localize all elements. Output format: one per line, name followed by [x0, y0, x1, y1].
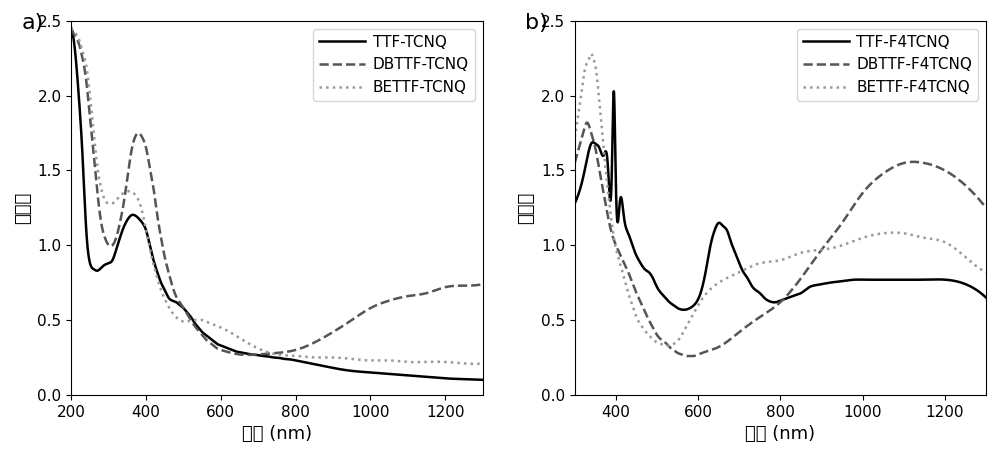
DBTTF-F4TCNQ: [769, 304, 781, 309]
DBTTF-TCNQ: [389, 296, 401, 302]
TTF-F4TCNQ: [758, 295, 770, 301]
BETTF-F4TCNQ: [893, 230, 905, 235]
TTF-TCNQ: [464, 377, 476, 382]
TTF-F4TCNQ: [969, 286, 981, 292]
DBTTF-TCNQ: [86, 138, 98, 144]
X-axis label: 波长 (nm): 波长 (nm): [242, 425, 312, 443]
BETTF-F4TCNQ: [590, 67, 602, 72]
TTF-TCNQ: [465, 377, 477, 382]
TTF-TCNQ: [86, 266, 98, 271]
BETTF-TCNQ: [389, 358, 401, 364]
BETTF-F4TCNQ: [969, 262, 981, 267]
TTF-TCNQ: [254, 353, 266, 358]
Legend: TTF-TCNQ, DBTTF-TCNQ, BETTF-TCNQ: TTF-TCNQ, DBTTF-TCNQ, BETTF-TCNQ: [313, 29, 475, 101]
TTF-F4TCNQ: [980, 295, 992, 300]
DBTTF-TCNQ: [465, 283, 477, 288]
TTF-F4TCNQ: [893, 277, 905, 282]
Y-axis label: 吸光度: 吸光度: [517, 192, 535, 224]
Line: BETTF-F4TCNQ: BETTF-F4TCNQ: [575, 54, 986, 345]
TTF-TCNQ: [65, 26, 77, 31]
TTF-F4TCNQ: [678, 307, 690, 313]
Y-axis label: 吸光度: 吸光度: [14, 192, 32, 224]
DBTTF-F4TCNQ: [969, 191, 981, 197]
BETTF-TCNQ: [464, 361, 476, 367]
TTF-F4TCNQ: [569, 201, 581, 206]
DBTTF-F4TCNQ: [968, 191, 980, 197]
DBTTF-F4TCNQ: [681, 353, 693, 359]
Line: TTF-F4TCNQ: TTF-F4TCNQ: [575, 91, 986, 310]
TTF-TCNQ: [477, 377, 489, 383]
BETTF-F4TCNQ: [758, 260, 770, 265]
BETTF-F4TCNQ: [569, 135, 581, 140]
DBTTF-TCNQ: [266, 351, 278, 356]
BETTF-F4TCNQ: [968, 262, 980, 267]
DBTTF-F4TCNQ: [980, 205, 992, 211]
Legend: TTF-F4TCNQ, DBTTF-F4TCNQ, BETTF-F4TCNQ: TTF-F4TCNQ, DBTTF-F4TCNQ, BETTF-F4TCNQ: [797, 29, 978, 101]
TTF-TCNQ: [265, 354, 277, 360]
DBTTF-TCNQ: [242, 352, 254, 358]
DBTTF-F4TCNQ: [758, 311, 770, 317]
DBTTF-TCNQ: [477, 282, 489, 287]
Text: b): b): [525, 13, 548, 33]
DBTTF-F4TCNQ: [569, 160, 581, 166]
X-axis label: 波长 (nm): 波长 (nm): [745, 425, 816, 443]
TTF-TCNQ: [389, 372, 401, 377]
BETTF-TCNQ: [265, 351, 277, 356]
BETTF-TCNQ: [465, 361, 477, 367]
Line: BETTF-TCNQ: BETTF-TCNQ: [71, 28, 483, 364]
BETTF-F4TCNQ: [769, 258, 781, 264]
DBTTF-TCNQ: [65, 26, 77, 31]
BETTF-TCNQ: [477, 361, 489, 366]
DBTTF-F4TCNQ: [590, 149, 602, 154]
DBTTF-F4TCNQ: [893, 162, 905, 167]
Line: DBTTF-F4TCNQ: DBTTF-F4TCNQ: [575, 122, 986, 356]
BETTF-TCNQ: [254, 347, 266, 352]
Line: DBTTF-TCNQ: DBTTF-TCNQ: [71, 28, 483, 355]
TTF-F4TCNQ: [608, 89, 620, 94]
DBTTF-TCNQ: [465, 283, 477, 288]
DBTTF-TCNQ: [255, 351, 267, 357]
BETTF-TCNQ: [86, 116, 98, 121]
DBTTF-F4TCNQ: [581, 120, 593, 125]
BETTF-F4TCNQ: [980, 270, 992, 275]
Text: a): a): [22, 13, 44, 33]
BETTF-F4TCNQ: [585, 51, 597, 57]
BETTF-TCNQ: [468, 361, 480, 367]
TTF-F4TCNQ: [769, 299, 781, 305]
TTF-F4TCNQ: [968, 286, 980, 292]
Line: TTF-TCNQ: TTF-TCNQ: [71, 28, 483, 380]
TTF-F4TCNQ: [590, 141, 602, 147]
BETTF-TCNQ: [65, 26, 77, 31]
BETTF-F4TCNQ: [661, 343, 673, 348]
